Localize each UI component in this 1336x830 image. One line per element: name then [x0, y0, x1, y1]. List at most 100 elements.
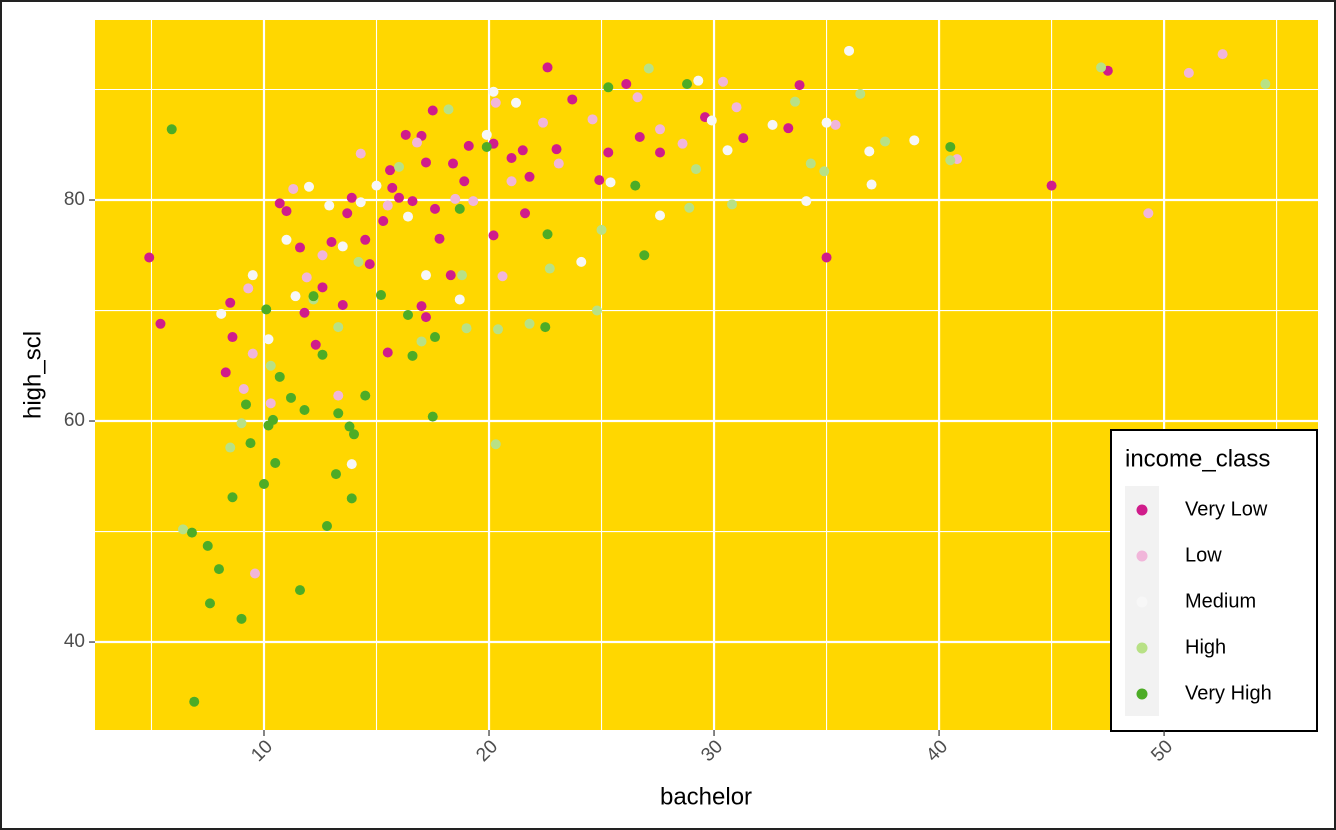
- point: [738, 133, 749, 144]
- point: [360, 234, 371, 245]
- point: [481, 129, 492, 140]
- point: [337, 299, 348, 310]
- point: [317, 282, 328, 293]
- point: [412, 137, 423, 148]
- point: [691, 164, 702, 175]
- point: [333, 390, 344, 401]
- point: [718, 76, 729, 87]
- point: [213, 564, 224, 575]
- point: [909, 135, 920, 146]
- point: [346, 459, 357, 470]
- point: [364, 259, 375, 270]
- point: [337, 241, 348, 252]
- legend-key: [1136, 688, 1148, 700]
- point: [427, 105, 438, 116]
- point: [576, 256, 587, 267]
- point: [454, 294, 465, 305]
- point: [382, 200, 393, 211]
- legend-title: income_class: [1125, 445, 1270, 472]
- point: [355, 148, 366, 159]
- point: [945, 155, 956, 166]
- point: [454, 203, 465, 214]
- point: [506, 176, 517, 187]
- point: [655, 124, 666, 135]
- point: [333, 408, 344, 419]
- legend-label: Very Low: [1185, 498, 1268, 520]
- point: [177, 524, 188, 535]
- point: [643, 63, 654, 74]
- point: [227, 492, 238, 503]
- point: [490, 97, 501, 108]
- point: [155, 318, 166, 329]
- point: [945, 141, 956, 152]
- point: [488, 86, 499, 97]
- point: [385, 165, 396, 176]
- legend-label: Low: [1185, 544, 1222, 566]
- point: [394, 161, 405, 172]
- point: [830, 119, 841, 130]
- point: [682, 78, 693, 89]
- point: [722, 145, 733, 156]
- point: [677, 138, 688, 149]
- point: [166, 124, 177, 135]
- point: [587, 114, 598, 125]
- point: [299, 307, 310, 318]
- point: [461, 323, 472, 334]
- point: [236, 613, 247, 624]
- point: [403, 211, 414, 222]
- x-axis-title: bachelor: [660, 783, 752, 810]
- point: [394, 192, 405, 203]
- point: [783, 123, 794, 134]
- point: [542, 62, 553, 73]
- point: [225, 297, 236, 308]
- point: [265, 398, 276, 409]
- point: [1046, 180, 1057, 191]
- point: [321, 521, 332, 532]
- point: [457, 270, 468, 281]
- y-axis-title: high_scl: [19, 331, 46, 419]
- point: [864, 146, 875, 157]
- point: [594, 175, 605, 186]
- point: [520, 208, 531, 219]
- point: [421, 157, 432, 168]
- point: [603, 82, 614, 93]
- point: [801, 196, 812, 207]
- point: [540, 322, 551, 333]
- point: [378, 216, 389, 227]
- point: [596, 224, 607, 235]
- legend-key: [1136, 642, 1148, 654]
- point: [542, 229, 553, 240]
- point: [294, 242, 305, 253]
- legend-key: [1136, 550, 1148, 562]
- point: [326, 237, 337, 248]
- legend-label: Medium: [1185, 590, 1256, 612]
- point: [524, 171, 535, 182]
- point: [427, 411, 438, 422]
- legend-key: [1136, 596, 1148, 608]
- point: [434, 233, 445, 244]
- point: [767, 119, 778, 130]
- point: [538, 117, 549, 128]
- point: [274, 198, 285, 209]
- point: [186, 527, 197, 538]
- point: [400, 129, 411, 140]
- point: [342, 208, 353, 219]
- point: [144, 252, 155, 263]
- point: [1143, 208, 1154, 219]
- legend: income_class Very Low Low Medium High Very Hi…: [1110, 429, 1318, 732]
- point: [346, 493, 357, 504]
- point: [301, 272, 312, 283]
- point: [805, 158, 816, 169]
- point: [407, 350, 418, 361]
- point: [247, 270, 258, 281]
- point: [490, 439, 501, 450]
- point: [632, 92, 643, 103]
- point: [220, 367, 231, 378]
- point: [236, 418, 247, 429]
- point: [790, 96, 801, 107]
- y-tick-label: 60: [64, 410, 85, 431]
- point: [794, 80, 805, 91]
- point: [448, 158, 459, 169]
- point: [693, 75, 704, 86]
- point: [290, 291, 301, 302]
